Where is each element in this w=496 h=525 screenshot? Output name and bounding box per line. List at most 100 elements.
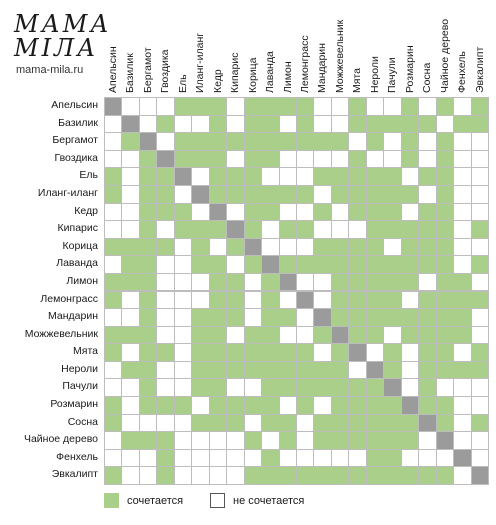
- cell-incompatible: [173, 184, 193, 204]
- cell-compatible: [121, 237, 140, 257]
- column-header: Мята: [348, 1, 365, 93]
- cell-compatible: [208, 114, 228, 134]
- cell-compatible: [226, 360, 245, 380]
- column-header: Иланг-иланг: [191, 1, 208, 93]
- cell-incompatible: [313, 184, 332, 204]
- cell-incompatible: [383, 97, 402, 116]
- cell-compatible: [121, 360, 140, 380]
- cell-compatible: [191, 325, 210, 345]
- cell-compatible: [226, 132, 245, 151]
- cell-compatible: [208, 308, 228, 327]
- cell-compatible: [470, 255, 489, 274]
- cell-compatible: [365, 167, 385, 186]
- cell-compatible: [156, 448, 175, 468]
- cell-incompatible: [330, 202, 350, 222]
- cell-compatible: [208, 378, 228, 398]
- cell-incompatible: [173, 114, 193, 134]
- row-label: Апельсин: [51, 99, 98, 111]
- cell-incompatible: [191, 448, 210, 468]
- cell-incompatible: [104, 220, 123, 239]
- cell-compatible: [243, 343, 263, 362]
- cell-compatible: [383, 360, 402, 380]
- cell-compatible: [226, 290, 245, 310]
- cell-compatible: [330, 184, 350, 204]
- cell-compatible: [313, 325, 332, 345]
- cell-incompatible: [156, 290, 175, 310]
- cell-incompatible: [313, 448, 332, 468]
- column-header-label: Эвкалипт: [473, 46, 486, 93]
- cell-compatible: [226, 343, 245, 362]
- cell-compatible: [313, 167, 332, 186]
- cell-compatible: [365, 308, 385, 327]
- cell-compatible: [261, 396, 280, 415]
- cell-incompatible: [173, 360, 193, 380]
- column-header-label: Розмарин: [403, 45, 416, 93]
- cell-compatible: [208, 149, 228, 169]
- cell-incompatible: [226, 431, 245, 450]
- cell-compatible: [330, 466, 350, 485]
- cell-compatible: [173, 220, 193, 239]
- row-label: Гвоздика: [54, 151, 98, 164]
- cell-compatible: [243, 325, 263, 345]
- cell-incompatible: [348, 448, 367, 468]
- cell-compatible: [348, 114, 367, 134]
- cell-incompatible: [470, 167, 489, 186]
- row-label: Розмарин: [50, 398, 98, 411]
- cell-compatible: [104, 237, 123, 257]
- cell-incompatible: [173, 325, 193, 345]
- column-header: Базилик: [121, 1, 138, 93]
- cell-incompatible: [348, 220, 367, 239]
- cell-compatible: [383, 343, 402, 362]
- column-header-label: Ель: [176, 74, 189, 93]
- cell-compatible: [138, 378, 158, 398]
- cell-incompatible: [156, 272, 175, 292]
- cell-compatible: [138, 431, 158, 450]
- cell-compatible: [435, 184, 455, 204]
- cell-compatible: [383, 413, 402, 433]
- cell-incompatible: [470, 149, 489, 169]
- cell-compatible: [435, 290, 455, 310]
- cell-compatible: [296, 184, 315, 204]
- cell-incompatible: [243, 378, 263, 398]
- cell-compatible: [470, 360, 489, 380]
- cell-compatible: [243, 220, 263, 239]
- cell-compatible: [261, 272, 280, 292]
- cell-compatible: [278, 431, 297, 450]
- cell-compatible: [296, 255, 315, 274]
- column-header-label: Кипарис: [229, 52, 242, 93]
- row-label: Фенхель: [56, 450, 98, 463]
- cell-compatible: [226, 308, 245, 327]
- cell-incompatible: [191, 290, 210, 310]
- cell-diagonal: [208, 202, 228, 222]
- cell-incompatible: [470, 202, 489, 222]
- cell-compatible: [208, 396, 228, 415]
- cell-compatible: [191, 132, 210, 151]
- cell-compatible: [313, 378, 332, 398]
- cell-incompatible: [191, 272, 210, 292]
- cell-incompatible: [243, 272, 263, 292]
- cell-incompatible: [121, 466, 140, 485]
- cell-compatible: [261, 202, 280, 222]
- cell-compatible: [313, 237, 332, 257]
- cell-incompatible: [313, 272, 332, 292]
- column-header: Лимон: [279, 1, 296, 93]
- cell-compatible: [261, 325, 280, 345]
- cell-incompatible: [348, 132, 367, 151]
- cell-incompatible: [470, 448, 489, 468]
- cell-compatible: [243, 114, 263, 134]
- row-label: Можжевельник: [24, 327, 98, 340]
- cell-incompatible: [313, 396, 332, 415]
- row-label: Лимон: [66, 274, 98, 287]
- cell-compatible: [348, 413, 367, 433]
- cell-incompatible: [121, 202, 140, 222]
- cell-incompatible: [191, 167, 210, 186]
- cell-compatible: [453, 360, 472, 380]
- legend-label-yes: сочетается: [127, 494, 184, 507]
- cell-incompatible: [296, 237, 315, 257]
- cell-incompatible: [330, 220, 350, 239]
- cell-compatible: [296, 220, 315, 239]
- cell-incompatible: [173, 378, 193, 398]
- cell-compatible: [296, 360, 315, 380]
- cell-incompatible: [121, 167, 140, 186]
- cell-compatible: [261, 149, 280, 169]
